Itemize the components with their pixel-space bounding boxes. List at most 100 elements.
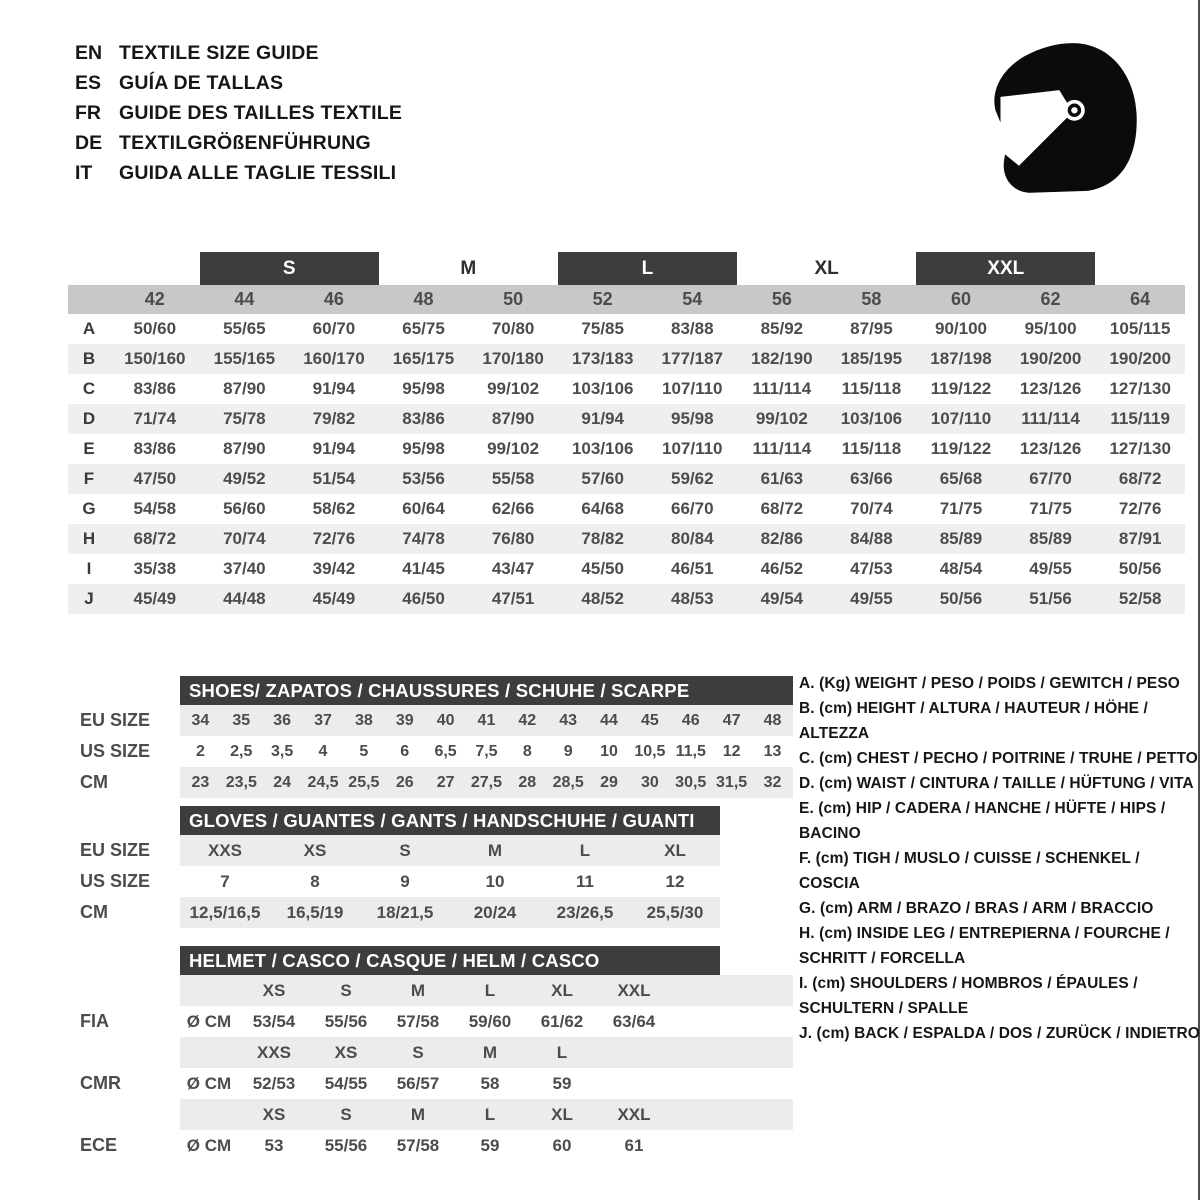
- us-size-cell: 2: [195, 742, 205, 760]
- cm-size-cell: 12,5/16,5: [180, 897, 270, 928]
- size-value-cell: 190/200: [1005, 344, 1096, 374]
- table-row: XXS XS S M L: [68, 1037, 793, 1068]
- size-value-cell: 49/52: [199, 464, 290, 494]
- size-value-cell: 39/42: [312, 559, 356, 578]
- size-value-cell: 64/68: [581, 499, 624, 518]
- size-value-cell: 60/70: [312, 319, 356, 338]
- size-value-cell: 99/102: [487, 379, 540, 398]
- size-value-cell: 49/55: [1029, 559, 1072, 578]
- size-value-cell: 46/51: [670, 559, 714, 578]
- size-header-spacer: [68, 285, 110, 314]
- standard-label-cmr: CMR: [68, 1068, 180, 1099]
- diameter-unit-label: Ø CM: [186, 1073, 232, 1093]
- table-row: D 71/74 75/78 79/82 83/86 87/90 91/94 95/98 99/1…: [68, 404, 1185, 434]
- table-cell: [110, 252, 200, 285]
- eu-size-cell: XS: [270, 835, 360, 866]
- legend-item-tigh: F. (cm) TIGH / MUSLO / CUISSE / SCHENKEL…: [799, 850, 1140, 892]
- size-value-cell: 70/74: [850, 499, 893, 518]
- us-size-cell: 9: [400, 871, 410, 891]
- us-size-cell: 10,5: [634, 742, 666, 760]
- size-value-cell: 70/74: [199, 524, 290, 554]
- size-value-cell: 170/180: [468, 344, 558, 374]
- helmet-size-header: S: [310, 1099, 382, 1130]
- size-value-cell: 46/50: [378, 584, 469, 614]
- size-value-cell: 71/75: [1029, 499, 1072, 518]
- table-cell: [68, 1099, 180, 1130]
- size-value-cell: 68/72: [760, 499, 804, 518]
- standard-label-fia: FIA: [68, 1006, 180, 1037]
- table-row: G 54/58 56/60 58/62 60/64 62/66 64/68 66/70 68/7…: [68, 494, 1185, 524]
- size-value-cell: 91/94: [312, 439, 356, 458]
- size-value-cell: 173/183: [557, 344, 648, 374]
- cm-size-cell: 23/26,5: [540, 897, 630, 928]
- helmet-size-header: M: [382, 1099, 454, 1130]
- size-value-cell: 50/56: [1118, 559, 1162, 578]
- eu-size-cell: 44: [588, 705, 630, 736]
- size-value-cell: 65/75: [402, 319, 445, 338]
- guide-title-de: TEXTILGRÖßENFÜHRUNG: [119, 131, 371, 154]
- size-value-cell: 85/89: [1005, 524, 1096, 554]
- size-value-cell: 115/118: [841, 439, 902, 458]
- cm-size-cell: 20/24: [450, 897, 540, 928]
- size-value-cell: 115/119: [1095, 404, 1185, 434]
- language-code: IT: [75, 161, 93, 184]
- size-value-cell: 47/53: [850, 559, 893, 578]
- table-cell: [180, 1099, 238, 1130]
- helmet-size-value: 59/60: [468, 1011, 512, 1031]
- table-cell: [68, 252, 110, 285]
- legend-item-arm: G. (cm) ARM / BRAZO / BRAS / ARM / BRACC…: [799, 900, 1154, 917]
- us-size-cell: 12: [665, 871, 685, 891]
- eu-size-cell: 48: [752, 705, 793, 736]
- cm-size-cell: 29: [588, 767, 630, 798]
- table-row: US SIZE 7 8 9 10 11 12: [68, 866, 720, 897]
- size-value-cell: 71/75: [939, 499, 983, 518]
- helmet-size-header: L: [454, 1099, 526, 1130]
- table-cell: [1095, 252, 1185, 285]
- us-size-cell: 8: [522, 742, 532, 760]
- table-row: C 83/86 87/90 91/94 95/98 99/102 103/106 107/11…: [68, 374, 1185, 404]
- us-size-cell: 9: [563, 742, 573, 760]
- language-code: FR: [75, 101, 101, 124]
- language-row-it: IT GUIDA ALLE TAGLIE TESSILI: [75, 158, 402, 188]
- size-value-cell: 51/54: [289, 464, 379, 494]
- helmet-size-value: [598, 1068, 670, 1099]
- size-value-cell: 48/54: [939, 559, 983, 578]
- measure-row-label: C: [82, 379, 96, 398]
- helmet-size-value: 63/64: [612, 1011, 656, 1031]
- table-row: ECE Ø CM 53 55/56 57/58 59 60 61: [68, 1130, 793, 1161]
- size-value-cell: 49/54: [737, 584, 827, 614]
- size-value-cell: 51/56: [1005, 584, 1096, 614]
- size-value-cell: 95/100: [1024, 319, 1077, 338]
- size-value-cell: 78/82: [557, 524, 648, 554]
- size-value-cell: 47/51: [468, 584, 558, 614]
- size-value-cell: 111/114: [1005, 404, 1096, 434]
- size-column-header: 56: [737, 285, 827, 314]
- gloves-table: EU SIZE XXS XS S M L XL US SIZE 7 8 9 10 11 12 CM 12,5/…: [68, 835, 720, 928]
- shoes-section: SHOES/ ZAPATOS / CHAUSSURES / SCHUHE / S…: [68, 676, 793, 798]
- table-row: B 150/160 155/165 160/170 165/175 170/180 173/…: [68, 344, 1185, 374]
- measurement-legend: A. (Kg) WEIGHT / PESO / POIDS / GEWITCH …: [799, 671, 1200, 1046]
- gloves-section: GLOVES / GUANTES / GANTS / HANDSCHUHE / …: [68, 806, 720, 928]
- helmet-size-header: XS: [310, 1037, 382, 1068]
- size-column-header: 60: [916, 285, 1006, 314]
- size-value-cell: 60/64: [402, 499, 445, 518]
- eu-size-cell: 34: [180, 705, 221, 736]
- table-row: EU SIZE 34 35 36 37 38 39 40 41 42 43 44 45 46 47 48: [68, 705, 793, 736]
- helmet-size-header: M: [454, 1037, 526, 1068]
- size-value-cell: 85/92: [760, 319, 804, 338]
- size-value-cell: 79/82: [289, 404, 379, 434]
- language-row-es: ES GUÍA DE TALLAS: [75, 68, 402, 98]
- size-value-cell: 61/63: [737, 464, 827, 494]
- table-row: E 83/86 87/90 91/94 95/98 99/102 103/106 107/11…: [68, 434, 1185, 464]
- size-value-cell: 67/70: [1005, 464, 1096, 494]
- size-value-cell: 35/38: [133, 559, 177, 578]
- diameter-unit-label: Ø CM: [186, 1011, 232, 1031]
- size-column-header: 46: [289, 285, 379, 314]
- helmet-size-header: XL: [526, 1099, 598, 1130]
- size-value-cell: 160/170: [289, 344, 379, 374]
- size-value-cell: 95/98: [402, 379, 445, 398]
- helmet-section: HELMET / CASCO / CASQUE / HELM / CASCO X…: [68, 946, 793, 1161]
- helmet-size-value: 53: [264, 1135, 284, 1155]
- size-group-m: M: [378, 252, 558, 285]
